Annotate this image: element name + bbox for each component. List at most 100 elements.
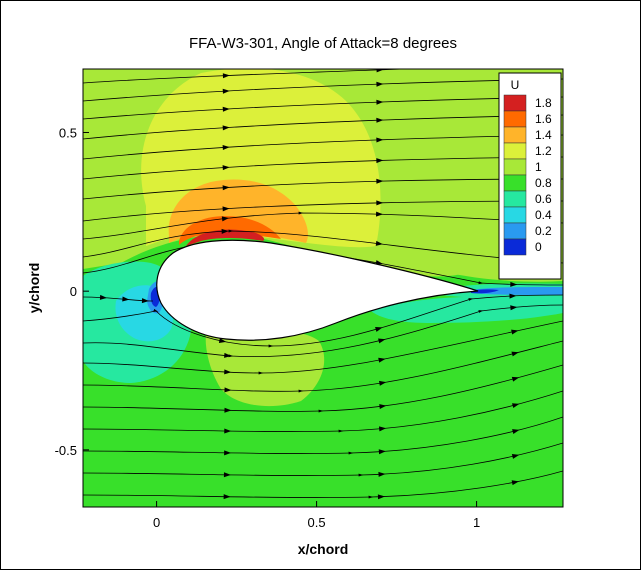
y-tick-label: -0.5: [55, 443, 77, 458]
colorbar-swatch: [503, 94, 527, 112]
streamline-arrow: [222, 88, 230, 94]
colorbar-swatch: [503, 142, 527, 160]
streamline-arrow: [510, 305, 518, 311]
streamline-arrow: [222, 206, 230, 212]
colorbar-swatch: [503, 110, 527, 128]
colorbar-label: 1.6: [535, 112, 552, 126]
streamline-arrow: [512, 429, 520, 434]
streamline-arrow: [379, 404, 387, 410]
streamline-arrow: [222, 125, 230, 131]
streamline: [83, 178, 563, 200]
streamline-arrow: [376, 137, 384, 143]
streamline-arrow: [222, 165, 230, 171]
streamline-arrow: [511, 351, 519, 357]
colorbar-label: 0.6: [535, 192, 552, 206]
streamline-arrow: [141, 298, 149, 304]
streamline-arrow: [512, 403, 520, 409]
streamline-arrow: [510, 281, 518, 287]
streamline-arrow: [376, 69, 384, 73]
streamline-arrow: [375, 327, 383, 332]
colorbar-label: 1: [535, 160, 542, 174]
streamline-arrow: [221, 228, 229, 234]
streamline-arrow: [511, 480, 519, 486]
colorbar-swatch: [503, 222, 527, 240]
streamline-arrow: [378, 338, 386, 344]
colorbar-swatch: [503, 126, 527, 144]
streamline-arrow: [511, 453, 520, 459]
streamline: [83, 320, 563, 375]
colorbar-swatch: [503, 158, 527, 176]
streamline-arrow: [218, 338, 227, 344]
streamline: [83, 134, 563, 160]
colorbar-label: 0: [535, 240, 542, 254]
streamline-arrow: [375, 211, 384, 217]
colorbar-label: 0.8: [535, 176, 552, 190]
streamline-arrow: [376, 158, 384, 164]
contour-region-peak: [186, 229, 265, 246]
streamline: [83, 470, 563, 499]
streamline: [83, 114, 563, 140]
streamline-arrow: [378, 426, 387, 432]
x-axis-label: x/chord: [298, 541, 349, 557]
colorbar-swatch: [503, 174, 527, 192]
streamline-arrow: [376, 200, 384, 206]
streamline-arrow: [511, 376, 520, 382]
colorbar-label: 0.2: [535, 224, 552, 238]
streamline: [83, 340, 563, 393]
colorbar-swatch: [503, 206, 527, 224]
streamline-arrow: [222, 185, 230, 191]
streamline-arrow: [222, 73, 230, 79]
streamline-arrow: [378, 471, 386, 477]
streamline: [83, 442, 563, 477]
streamline-arrow: [223, 472, 231, 478]
colorbar-label: 1.2: [535, 144, 552, 158]
colorbar-swatch: [503, 238, 527, 256]
plot-border: [82, 68, 564, 508]
streamline: [83, 156, 563, 180]
wake-region-0: [471, 289, 499, 294]
streamline-arrow: [221, 216, 230, 222]
streamline-arrow: [224, 450, 232, 456]
x-tick-label: 0.5: [308, 515, 326, 530]
streamline-arrow: [222, 106, 230, 112]
streamline-arrow: [223, 494, 231, 500]
streamline: [83, 364, 563, 413]
y-axis: 0.5 0 -0.5: [55, 125, 89, 458]
streamline-arrow: [376, 117, 384, 123]
streamline-arrow: [376, 99, 384, 105]
x-axis: 0 0.5 1: [153, 501, 480, 530]
y-tick-label: 0: [70, 284, 77, 299]
streamline: [83, 211, 563, 240]
streamlines: [83, 62, 563, 500]
x-tick-label: 1: [473, 515, 480, 530]
streamline-arrow: [511, 62, 518, 67]
x-tick-label: 0: [153, 515, 160, 530]
plot-area: [83, 62, 563, 507]
streamline-arrow: [224, 387, 232, 393]
streamline-arrow: [509, 293, 517, 299]
colorbar-legend: U 1.8 1.6 1.4 1.2 1 0.8 0.6 0.4 0.2 0: [498, 72, 562, 280]
streamline: [83, 416, 563, 455]
streamline: [83, 390, 563, 433]
wake-region-0.2: [471, 287, 563, 295]
streamline-arrow: [122, 296, 130, 302]
airfoil: [156, 239, 479, 341]
streamline-arrow: [376, 178, 384, 184]
streamline-arrow: [224, 407, 232, 413]
colorbar-swatch: [503, 190, 527, 208]
streamline-arrow: [224, 369, 232, 375]
streamline-arrow: [377, 494, 385, 500]
colorbar-levels: 1.8 1.6 1.4 1.2 1 0.8 0.6 0.4 0.2 0: [503, 94, 552, 256]
chart-title: FFA-W3-301, Angle of Attack=8 degrees: [189, 35, 457, 52]
streamline-arrow: [378, 449, 386, 455]
streamline-arrow: [379, 380, 387, 386]
streamline: [83, 200, 563, 222]
streamline-arrow: [224, 352, 232, 358]
streamline-arrow: [511, 329, 519, 335]
streamline: [83, 78, 563, 102]
streamline-arrow: [376, 81, 384, 87]
streamline-arrow: [222, 145, 230, 151]
streamline-arrow: [378, 357, 386, 363]
streamline-arrow: [99, 294, 108, 300]
